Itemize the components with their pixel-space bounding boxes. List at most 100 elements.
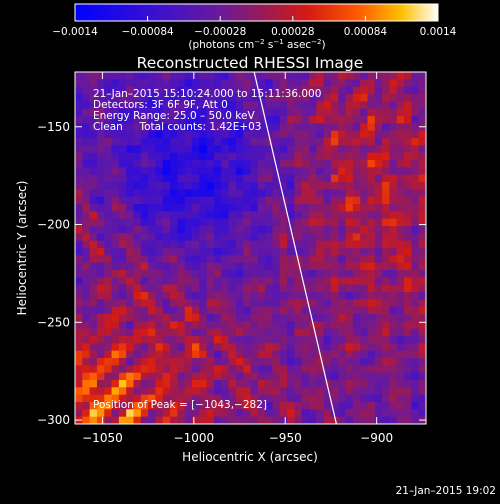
heatmap-cell [396, 130, 405, 139]
heatmap-cell [257, 277, 266, 286]
heatmap-cell [162, 218, 171, 227]
heatmap-cell [228, 270, 237, 278]
heatmap-cell [192, 248, 200, 256]
heatmap-cell [352, 218, 361, 227]
heatmap-cell [140, 233, 149, 242]
heatmap-cell [213, 372, 222, 381]
heatmap-cell [235, 116, 244, 124]
heatmap-cell [221, 167, 229, 176]
heatmap-cell [184, 248, 193, 256]
heatmap-cell [257, 138, 266, 146]
heatmap-cell [177, 306, 186, 315]
heatmap-cell [126, 343, 134, 352]
heatmap-cell [338, 314, 346, 322]
heatmap-cell [118, 240, 127, 249]
heatmap-cell [411, 174, 420, 183]
heatmap-cell [111, 321, 120, 330]
heatmap-cell [250, 365, 259, 374]
heatmap-cell [352, 387, 361, 396]
heatmap-cell [89, 240, 98, 249]
heatmap-cell [213, 160, 222, 168]
heatmap-cell [192, 262, 200, 271]
heatmap-cell [330, 152, 339, 161]
heatmap-cell [96, 402, 105, 410]
heatmap-cell [338, 262, 346, 271]
heatmap-cell [162, 204, 171, 212]
heatmap-cell [221, 204, 229, 212]
heatmap-cell [287, 394, 295, 403]
heatmap-cell [206, 240, 215, 249]
heatmap-cell [235, 189, 244, 198]
heatmap-cell [140, 336, 149, 344]
heatmap-cell [126, 240, 134, 249]
heatmap-cell [221, 218, 229, 227]
heatmap-cell [279, 152, 288, 161]
heatmap-cell [75, 152, 83, 161]
heatmap-cell [213, 101, 222, 110]
heatmap-cell [382, 358, 390, 366]
heatmap-cell [301, 174, 310, 183]
heatmap-cell [294, 182, 303, 190]
heatmap-cell [382, 189, 390, 198]
heatmap-cell [206, 350, 215, 359]
heatmap-cell [272, 336, 281, 344]
heatmap-cell [382, 292, 390, 300]
heatmap-cell [418, 277, 426, 286]
heatmap-cell [192, 343, 200, 352]
heatmap-cell [177, 416, 186, 424]
heatmap-cell [265, 292, 273, 300]
heatmap-cell [294, 116, 303, 124]
heatmap-cell [265, 218, 273, 227]
heatmap-cell [177, 321, 186, 330]
heatmap-cell [367, 160, 376, 168]
heatmap-cell [330, 416, 339, 424]
heatmap-cell [170, 321, 178, 330]
heatmap-cell [265, 196, 273, 205]
heatmap-cell [192, 116, 200, 124]
heatmap-cell [228, 174, 237, 183]
heatmap-cell [133, 211, 142, 220]
heatmap-cell [404, 79, 412, 88]
heatmap-cell [257, 409, 266, 418]
heatmap-cell [309, 233, 317, 242]
colorbar-tick-label: 0.0014 [420, 26, 457, 38]
heatmap-cell [301, 314, 310, 322]
heatmap-cell [82, 240, 91, 249]
heatmap-cell [104, 79, 112, 88]
heatmap-cell [155, 174, 164, 183]
heatmap-cell [352, 270, 361, 278]
heatmap-cell [140, 204, 149, 212]
heatmap-cell [206, 284, 215, 293]
heatmap-cell [221, 416, 229, 424]
heatmap-cell [309, 138, 317, 146]
heatmap-cell [206, 108, 215, 117]
heatmap-cell [374, 306, 383, 315]
heatmap-cell [243, 321, 251, 330]
heatmap-cell [170, 277, 178, 286]
heatmap-cell [309, 101, 317, 110]
heatmap-cell [374, 160, 383, 168]
heatmap-cell [352, 299, 361, 308]
heatmap-cell [192, 167, 200, 176]
heatmap-cell [345, 145, 354, 154]
heatmap-cell [287, 233, 295, 242]
heatmap-cell [111, 292, 120, 300]
heatmap-cell [309, 292, 317, 300]
heatmap-cell [104, 152, 112, 161]
heatmap-cell [382, 204, 390, 212]
heatmap-cell [250, 336, 259, 344]
heatmap-cell [309, 116, 317, 124]
heatmap-cell [184, 255, 193, 264]
heatmap-cell [235, 204, 244, 212]
heatmap-cell [338, 211, 346, 220]
heatmap-cell [221, 314, 229, 322]
heatmap-cell [374, 270, 383, 278]
heatmap-cell [287, 321, 295, 330]
heatmap-cell [221, 130, 229, 139]
heatmap-cell [309, 394, 317, 403]
heatmap-cell [82, 284, 91, 293]
heatmap-cell [382, 167, 390, 176]
heatmap-cell [272, 123, 281, 132]
heatmap-cell [250, 350, 259, 359]
heatmap-cell [243, 189, 251, 198]
